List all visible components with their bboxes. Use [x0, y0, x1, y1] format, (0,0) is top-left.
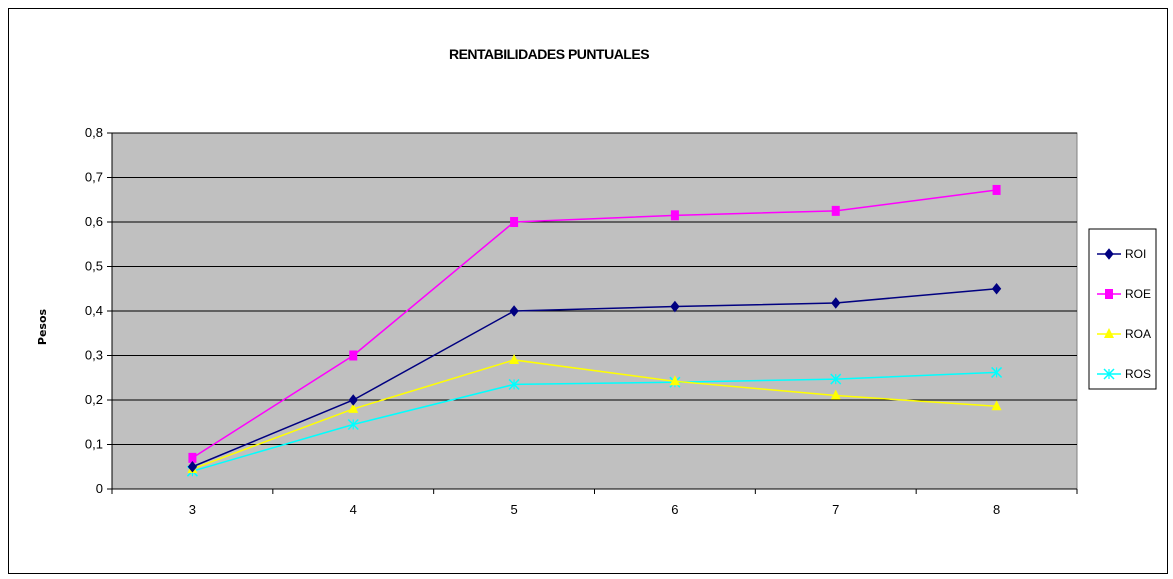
- data-point-x: [508, 378, 520, 390]
- legend: ROI ROE ROA ROS: [1088, 228, 1157, 390]
- chart-frame: RENTABILIDADES PUNTUALES Pesos 0 0,1 0,2 0,…: [8, 8, 1168, 574]
- legend-label: ROS: [1125, 367, 1151, 381]
- data-point-triangle: [348, 402, 359, 413]
- x-tick-label: 5: [510, 502, 517, 517]
- series-line-roa: [192, 359, 997, 470]
- data-point-square: [1105, 289, 1113, 299]
- x-tick-label: 6: [671, 502, 678, 517]
- data-point-square: [349, 350, 358, 361]
- data-point-diamond: [831, 297, 841, 309]
- data-point-square: [188, 452, 197, 463]
- data-point-diamond: [509, 305, 519, 317]
- legend-label: ROI: [1125, 247, 1146, 261]
- data-point-diamond: [670, 300, 680, 313]
- data-point-diamond: [1104, 248, 1114, 260]
- y-tick-label: 0,2: [85, 392, 103, 407]
- y-tick-label: 0,3: [85, 348, 103, 363]
- data-point-triangle: [509, 353, 520, 364]
- legend-label: ROA: [1125, 327, 1151, 341]
- series-line-ros: [192, 371, 997, 472]
- x-tick-label: 7: [832, 502, 839, 517]
- y-tick-label: 0,6: [85, 214, 103, 229]
- y-tick-label: 0,4: [85, 303, 103, 318]
- legend-label: ROE: [1125, 287, 1151, 301]
- y-tick-label: 0,7: [85, 170, 103, 185]
- y-tick-label: 0,8: [85, 125, 103, 140]
- series-line-roe: [192, 189, 997, 459]
- y-axis-label: Pesos: [36, 308, 49, 345]
- data-point-x: [347, 418, 359, 431]
- data-point-triangle: [669, 375, 680, 386]
- data-point-square: [831, 205, 840, 216]
- data-point-triangle: [991, 400, 1002, 411]
- data-point-x: [1103, 368, 1115, 380]
- chart-title: RENTABILIDADES PUNTUALES: [449, 46, 649, 62]
- data-point-square: [992, 184, 1001, 195]
- x-tick-label: 3: [189, 502, 196, 517]
- data-point-triangle: [1104, 328, 1114, 338]
- y-tick-label: 0: [96, 481, 103, 496]
- y-tick-label: 0,5: [85, 259, 103, 274]
- chart: RENTABILIDADES PUNTUALES Pesos 0 0,1 0,2 0,…: [36, 46, 1157, 517]
- data-point-diamond: [991, 282, 1002, 295]
- y-tick-label: 0,1: [85, 437, 103, 452]
- data-point-square: [670, 210, 679, 221]
- data-point-diamond: [348, 394, 358, 406]
- x-tick-label: 8: [993, 502, 1000, 517]
- data-point-square: [510, 217, 519, 227]
- data-point-triangle: [830, 389, 841, 400]
- x-tick-label: 4: [350, 502, 357, 517]
- series-line-roi: [192, 288, 997, 468]
- data-point-x: [991, 366, 1003, 378]
- legend-box: [1088, 228, 1157, 390]
- data-point-diamond: [187, 460, 198, 473]
- data-point-x: [830, 373, 842, 385]
